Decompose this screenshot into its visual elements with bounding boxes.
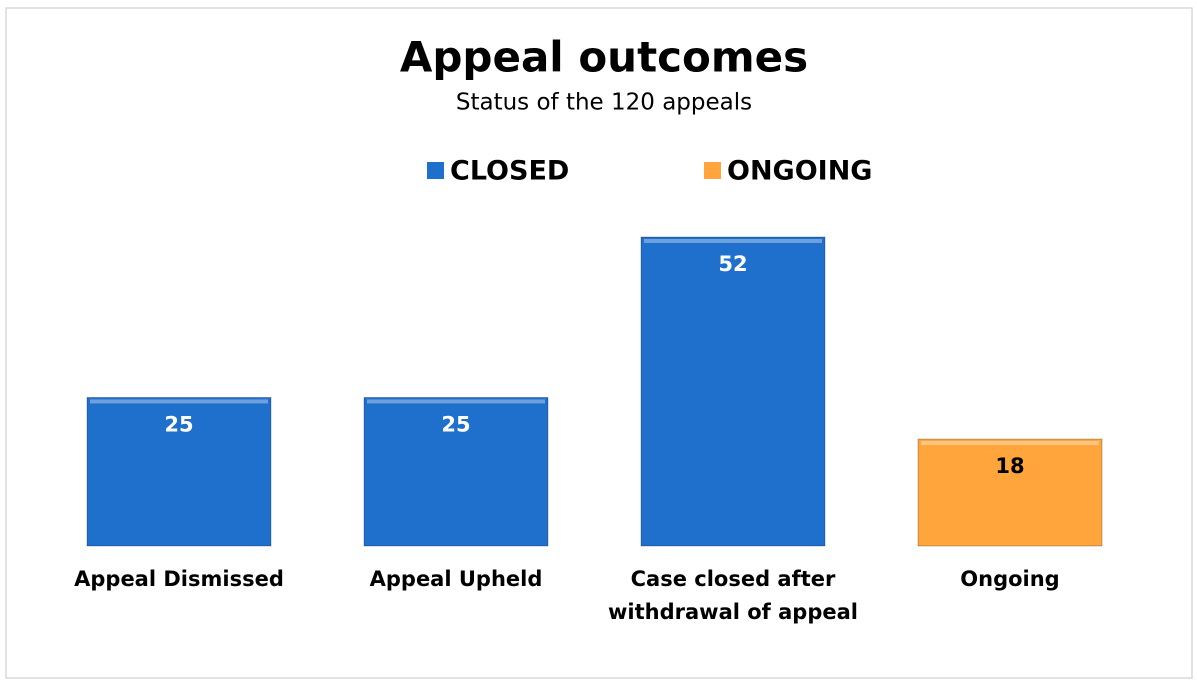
x-tick-label: Appeal Dismissed — [74, 567, 284, 591]
bar-highlight — [644, 239, 822, 243]
chart-subtitle: Status of the 120 appeals — [456, 90, 752, 116]
data-label: 25 — [441, 412, 470, 436]
x-tick-label: Appeal Upheld — [369, 567, 543, 591]
data-label: 25 — [164, 412, 193, 436]
legend-marker — [427, 162, 444, 179]
chart-title: Appeal outcomes — [400, 33, 808, 82]
legend-marker — [704, 162, 721, 179]
x-tick-label: Ongoing — [960, 567, 1060, 591]
legend-label: ONGOING — [727, 156, 872, 187]
bar — [917, 438, 1103, 547]
bar — [86, 396, 272, 547]
x-tick-label: Case closed after withdrawal of appeal — [608, 567, 858, 624]
data-label: 52 — [718, 252, 747, 276]
bar-highlight — [367, 399, 545, 404]
data-label: 18 — [995, 454, 1024, 478]
chart-border — [5, 7, 1193, 679]
bar-highlight — [921, 441, 1099, 446]
bar — [640, 236, 826, 547]
bar — [363, 396, 549, 547]
legend-label: CLOSED — [450, 156, 569, 187]
bar-highlight — [90, 399, 268, 404]
